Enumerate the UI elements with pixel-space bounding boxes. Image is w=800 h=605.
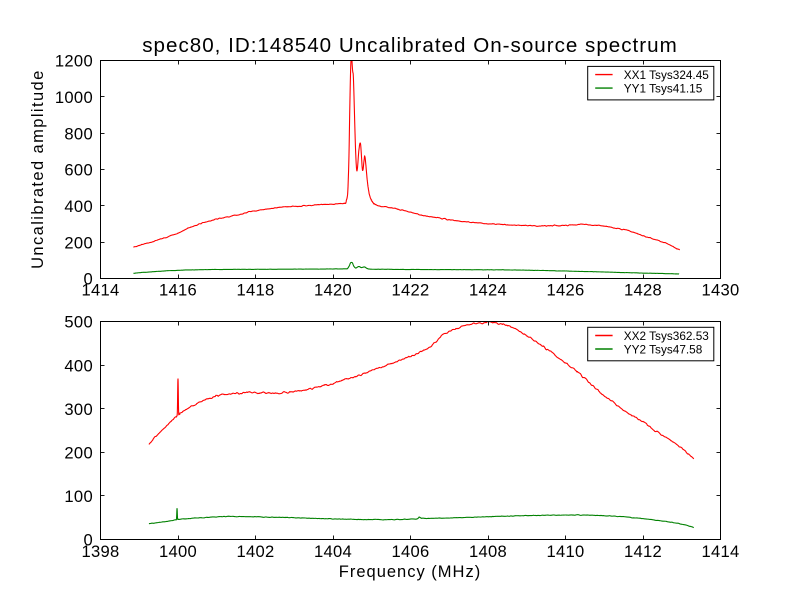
svg-text:1430: 1430 — [701, 280, 739, 299]
svg-text:1000: 1000 — [55, 88, 93, 107]
svg-text:0: 0 — [83, 270, 93, 289]
svg-text:0: 0 — [83, 531, 93, 550]
svg-text:400: 400 — [64, 197, 93, 216]
svg-text:1200: 1200 — [55, 52, 93, 71]
svg-text:YY1 Tsys41.15: YY1 Tsys41.15 — [624, 82, 703, 96]
svg-text:800: 800 — [64, 124, 93, 143]
svg-text:1410: 1410 — [546, 542, 584, 561]
svg-text:200: 200 — [64, 444, 93, 463]
svg-text:1400: 1400 — [159, 542, 197, 561]
svg-text:200: 200 — [64, 233, 93, 252]
svg-text:1416: 1416 — [159, 280, 197, 299]
svg-text:1426: 1426 — [546, 280, 584, 299]
svg-text:Frequency (MHz): Frequency (MHz) — [339, 563, 481, 581]
svg-text:Uncalibrated amplitude: Uncalibrated amplitude — [29, 69, 47, 269]
svg-text:500: 500 — [64, 313, 93, 332]
svg-text:1406: 1406 — [391, 542, 429, 561]
svg-text:1398: 1398 — [81, 542, 119, 561]
svg-text:100: 100 — [64, 487, 93, 506]
svg-text:1412: 1412 — [624, 542, 662, 561]
svg-text:1414: 1414 — [81, 280, 119, 299]
svg-text:1402: 1402 — [236, 542, 274, 561]
svg-text:1418: 1418 — [236, 280, 274, 299]
svg-text:spec80, ID:148540 Uncalibrated: spec80, ID:148540 Uncalibrated On-source… — [142, 34, 678, 57]
svg-text:1414: 1414 — [701, 542, 739, 561]
svg-text:600: 600 — [64, 161, 93, 180]
svg-text:1420: 1420 — [314, 280, 352, 299]
svg-text:1424: 1424 — [469, 280, 507, 299]
svg-text:1404: 1404 — [314, 542, 352, 561]
svg-text:XX1 Tsys324.45: XX1 Tsys324.45 — [624, 68, 709, 82]
svg-text:1428: 1428 — [624, 280, 662, 299]
svg-text:YY2 Tsys47.58: YY2 Tsys47.58 — [624, 343, 703, 357]
svg-text:1408: 1408 — [469, 542, 507, 561]
svg-text:1422: 1422 — [391, 280, 429, 299]
svg-text:400: 400 — [64, 356, 93, 375]
svg-text:300: 300 — [64, 400, 93, 419]
svg-text:XX2 Tsys362.53: XX2 Tsys362.53 — [624, 329, 709, 343]
